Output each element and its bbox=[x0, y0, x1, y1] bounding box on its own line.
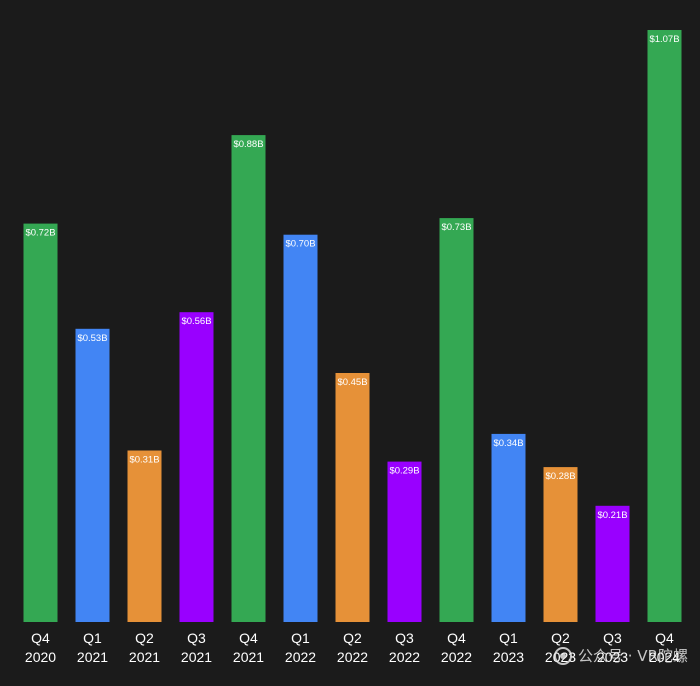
data-label: $0.31B bbox=[129, 455, 159, 466]
bar-q2-2023 bbox=[543, 467, 578, 622]
bar-q4-2020 bbox=[23, 223, 58, 622]
x-tick-quarter: Q1 bbox=[83, 630, 102, 646]
x-tick-year: 2023 bbox=[493, 649, 524, 665]
x-tick-year: 2022 bbox=[389, 649, 420, 665]
bar-q1-2022 bbox=[283, 234, 318, 622]
data-label: $0.28B bbox=[545, 471, 575, 482]
data-label: $0.72B bbox=[25, 228, 55, 239]
data-label: $0.21B bbox=[597, 510, 627, 521]
data-label: $0.34B bbox=[493, 438, 523, 449]
x-tick-quarter: Q1 bbox=[291, 630, 310, 646]
x-tick-quarter: Q4 bbox=[239, 630, 258, 646]
x-tick-year: 2021 bbox=[77, 649, 108, 665]
data-label: $0.29B bbox=[389, 466, 419, 477]
data-label: $0.53B bbox=[77, 333, 107, 344]
x-tick-year: 2024 bbox=[649, 649, 680, 665]
data-label: $0.56B bbox=[181, 316, 211, 327]
x-tick-quarter: Q2 bbox=[343, 630, 362, 646]
x-tick-year: 2022 bbox=[285, 649, 316, 665]
data-label: $0.45B bbox=[337, 377, 367, 388]
x-tick-year: 2021 bbox=[129, 649, 160, 665]
bar-q4-2022 bbox=[439, 218, 474, 622]
bar-q4-2024 bbox=[647, 30, 682, 622]
bar-q3-2022 bbox=[387, 461, 422, 622]
x-tick-quarter: Q3 bbox=[603, 630, 622, 646]
x-tick-quarter: Q4 bbox=[31, 630, 50, 646]
bar-q2-2022 bbox=[335, 373, 370, 622]
x-tick-year: 2022 bbox=[441, 649, 472, 665]
data-label: $0.88B bbox=[233, 139, 263, 150]
x-tick-year: 2021 bbox=[233, 649, 264, 665]
x-tick-year: 2021 bbox=[181, 649, 212, 665]
x-tick-year: 2022 bbox=[337, 649, 368, 665]
bar-q3-2023 bbox=[595, 505, 630, 622]
bar-q2-2021 bbox=[127, 450, 162, 622]
x-tick-quarter: Q3 bbox=[187, 630, 206, 646]
data-label: $1.07B bbox=[649, 34, 679, 45]
x-tick-quarter: Q4 bbox=[655, 630, 674, 646]
bar-q1-2023 bbox=[491, 433, 526, 622]
x-tick-quarter: Q3 bbox=[395, 630, 414, 646]
x-tick-quarter: Q2 bbox=[551, 630, 570, 646]
bar-q3-2021 bbox=[179, 312, 214, 622]
data-label: $0.73B bbox=[441, 222, 471, 233]
data-label: $0.70B bbox=[285, 239, 315, 250]
wechat-icon bbox=[554, 646, 572, 665]
x-tick-quarter: Q1 bbox=[499, 630, 518, 646]
bar-q4-2021 bbox=[231, 135, 266, 622]
watermark: 公众号 · VR陀螺 bbox=[554, 645, 688, 666]
x-tick-quarter: Q2 bbox=[135, 630, 154, 646]
x-tick-quarter: Q4 bbox=[447, 630, 466, 646]
watermark-text: 公众号 · VR陀螺 bbox=[578, 647, 688, 665]
bar-q1-2021 bbox=[75, 328, 110, 622]
x-tick-year: 2020 bbox=[25, 649, 56, 665]
x-tick-year: 2023 bbox=[597, 649, 628, 665]
